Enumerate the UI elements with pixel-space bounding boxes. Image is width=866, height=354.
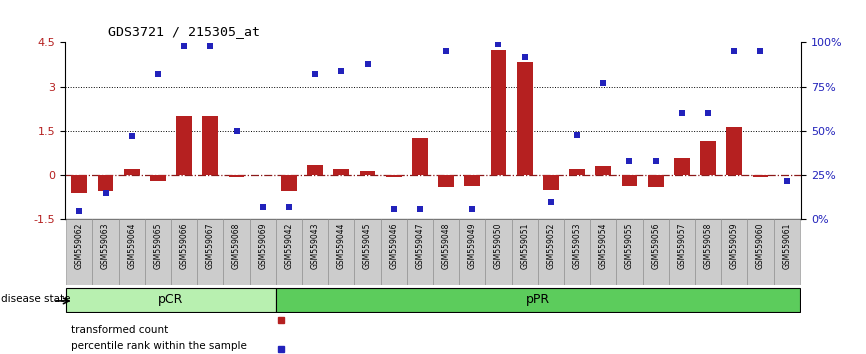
- Bar: [386, 175, 402, 177]
- Bar: [276, 287, 799, 312]
- Text: GSM559042: GSM559042: [284, 223, 294, 269]
- Text: GSM559045: GSM559045: [363, 223, 372, 269]
- Bar: [171, 219, 197, 285]
- Bar: [617, 219, 643, 285]
- Text: GSM559059: GSM559059: [730, 223, 739, 269]
- Text: GDS3721 / 215305_at: GDS3721 / 215305_at: [108, 25, 261, 38]
- Bar: [381, 219, 407, 285]
- Bar: [438, 175, 454, 187]
- Text: GSM559053: GSM559053: [572, 223, 582, 269]
- Bar: [485, 219, 512, 285]
- Bar: [98, 175, 113, 192]
- Text: GSM559047: GSM559047: [416, 223, 424, 269]
- Bar: [67, 219, 93, 285]
- Bar: [72, 175, 87, 193]
- Bar: [596, 166, 611, 175]
- Text: GSM559065: GSM559065: [153, 223, 163, 269]
- Bar: [407, 219, 433, 285]
- Bar: [669, 219, 695, 285]
- Bar: [124, 169, 139, 175]
- Bar: [249, 219, 276, 285]
- Text: GSM559064: GSM559064: [127, 223, 136, 269]
- Bar: [721, 219, 747, 285]
- Bar: [569, 169, 585, 175]
- Bar: [354, 219, 381, 285]
- Text: GSM559067: GSM559067: [206, 223, 215, 269]
- Bar: [747, 219, 773, 285]
- Bar: [459, 219, 485, 285]
- Text: GSM559055: GSM559055: [625, 223, 634, 269]
- Bar: [674, 158, 689, 175]
- Bar: [648, 175, 663, 187]
- Bar: [701, 141, 716, 175]
- Bar: [197, 219, 223, 285]
- Bar: [464, 175, 480, 185]
- Text: GSM559044: GSM559044: [337, 223, 346, 269]
- Text: disease state: disease state: [1, 294, 70, 304]
- Bar: [276, 219, 302, 285]
- Text: pPR: pPR: [526, 293, 550, 306]
- Text: GSM559051: GSM559051: [520, 223, 529, 269]
- Text: GSM559061: GSM559061: [782, 223, 792, 269]
- Text: GSM559050: GSM559050: [494, 223, 503, 269]
- Text: GSM559054: GSM559054: [598, 223, 608, 269]
- Bar: [328, 219, 354, 285]
- Text: GSM559068: GSM559068: [232, 223, 241, 269]
- Bar: [412, 138, 428, 175]
- Bar: [302, 219, 328, 285]
- Text: GSM559046: GSM559046: [389, 223, 398, 269]
- Text: GSM559058: GSM559058: [703, 223, 713, 269]
- Bar: [564, 219, 590, 285]
- Text: percentile rank within the sample: percentile rank within the sample: [71, 341, 248, 351]
- Bar: [177, 116, 192, 175]
- Bar: [512, 219, 538, 285]
- Bar: [359, 171, 375, 175]
- Text: GSM559048: GSM559048: [442, 223, 450, 269]
- Bar: [93, 219, 119, 285]
- Text: GSM559069: GSM559069: [258, 223, 268, 269]
- Bar: [695, 219, 721, 285]
- Bar: [590, 219, 617, 285]
- Bar: [491, 50, 507, 175]
- Bar: [543, 175, 559, 190]
- Bar: [223, 219, 249, 285]
- Bar: [203, 116, 218, 175]
- Bar: [307, 165, 323, 175]
- Text: transformed count: transformed count: [71, 325, 169, 335]
- Bar: [150, 175, 165, 181]
- Bar: [643, 219, 669, 285]
- Bar: [119, 219, 145, 285]
- Text: GSM559052: GSM559052: [546, 223, 555, 269]
- Bar: [727, 127, 742, 175]
- Bar: [281, 175, 297, 192]
- Text: GSM559063: GSM559063: [101, 223, 110, 269]
- Text: GSM559056: GSM559056: [651, 223, 660, 269]
- Text: GSM559060: GSM559060: [756, 223, 765, 269]
- Bar: [229, 175, 244, 177]
- Bar: [517, 62, 533, 175]
- Bar: [622, 175, 637, 185]
- Bar: [145, 219, 171, 285]
- Text: GSM559066: GSM559066: [179, 223, 189, 269]
- Bar: [433, 219, 459, 285]
- Text: pCR: pCR: [158, 293, 184, 306]
- Bar: [773, 219, 799, 285]
- Bar: [67, 287, 276, 312]
- Bar: [538, 219, 564, 285]
- Text: GSM559057: GSM559057: [677, 223, 687, 269]
- Text: GSM559062: GSM559062: [74, 223, 84, 269]
- Text: GSM559043: GSM559043: [311, 223, 320, 269]
- Bar: [753, 175, 768, 177]
- Bar: [333, 169, 349, 175]
- Text: GSM559049: GSM559049: [468, 223, 477, 269]
